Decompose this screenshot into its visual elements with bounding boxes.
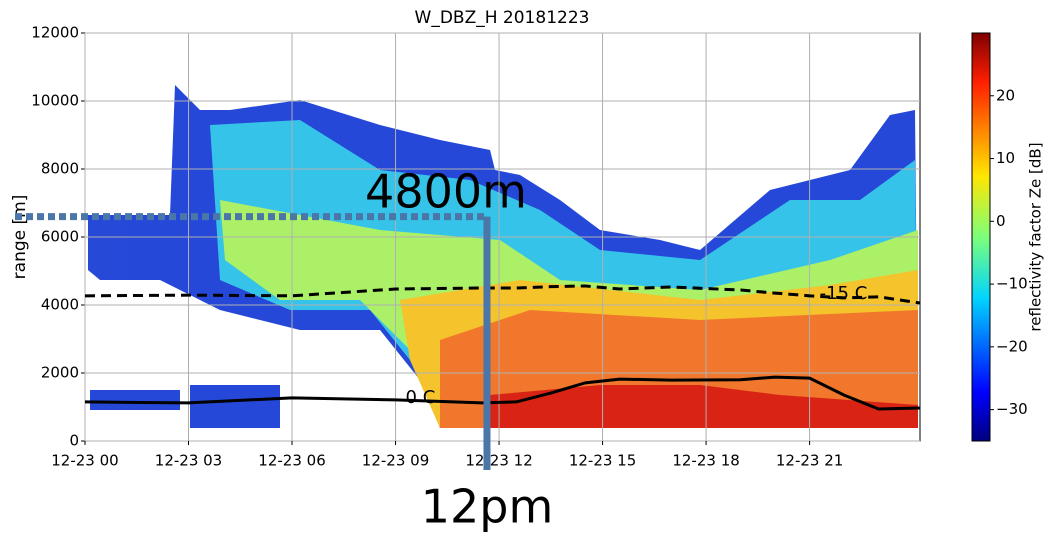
x-tick-label: 12-23 09 xyxy=(362,452,429,470)
colorbar-tick-label: −30 xyxy=(996,400,1028,418)
colorbar-tick-label: −10 xyxy=(996,275,1028,293)
y-tick-label: 10000 xyxy=(31,92,79,110)
y-tick-label: 4000 xyxy=(41,296,79,314)
colorbar-tick-label: 0 xyxy=(996,212,1006,230)
series-label: 0 C xyxy=(406,387,436,408)
y-tick-label: 2000 xyxy=(41,364,79,382)
colorbar-tick-label: 10 xyxy=(996,149,1015,167)
x-tick-label: 12-23 06 xyxy=(258,452,325,470)
x-tick-label: 12-23 00 xyxy=(51,452,118,470)
y-tick-label: 0 xyxy=(69,432,79,450)
x-tick-label: 12-23 15 xyxy=(569,452,636,470)
chart-title: W_DBZ_H 20181223 xyxy=(415,8,590,28)
x-tick-label: 12-23 12 xyxy=(465,452,532,470)
colorbar-tick-label: 20 xyxy=(996,86,1015,104)
y-tick-label: 6000 xyxy=(41,228,79,246)
colorbar-tick-label: −20 xyxy=(996,337,1028,355)
height-annotation: 4800m xyxy=(365,165,527,219)
x-tick-label: 12-23 21 xyxy=(776,452,843,470)
time-annotation: 12pm xyxy=(421,480,554,534)
x-tick-label: 12-23 18 xyxy=(672,452,739,470)
x-tick-label: 12-23 03 xyxy=(155,452,222,470)
y-tick-label: 8000 xyxy=(41,160,79,178)
colorbar xyxy=(972,33,990,441)
y-tick-label: 12000 xyxy=(31,24,79,42)
colorbar-label: reflectivity factor Ze [dB] xyxy=(1027,142,1044,331)
series-label: -15 C xyxy=(820,283,868,304)
y-axis-label: range [m] xyxy=(10,195,30,280)
